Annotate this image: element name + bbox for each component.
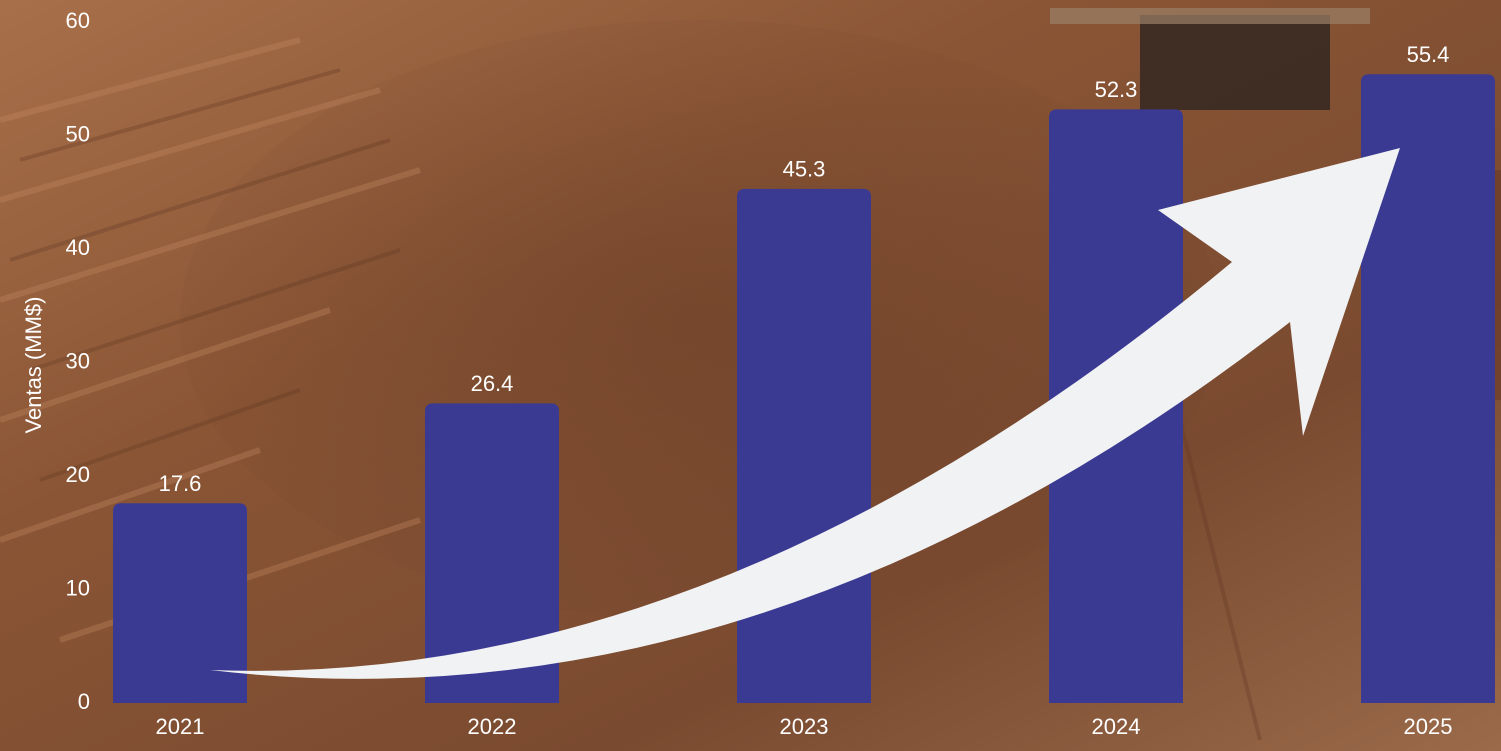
x-tick-label: 2025 <box>1404 714 1453 739</box>
x-tick-label: 2024 <box>1092 714 1141 739</box>
growth-arrow <box>210 148 1400 679</box>
x-tick-label: 2022 <box>468 714 517 739</box>
y-tick-label: 60 <box>66 8 90 33</box>
bar <box>113 503 247 703</box>
value-label: 55.4 <box>1407 42 1450 67</box>
value-label: 45.3 <box>783 157 826 182</box>
y-tick-label: 50 <box>66 121 90 146</box>
value-label: 26.4 <box>471 371 514 396</box>
y-tick-label: 20 <box>66 462 90 487</box>
value-label: 17.6 <box>159 471 202 496</box>
y-tick-label: 0 <box>78 689 90 714</box>
bar <box>425 403 559 703</box>
y-axis-title: Ventas (MM$) <box>21 297 46 434</box>
value-label: 52.3 <box>1095 77 1138 102</box>
x-tick-label: 2023 <box>780 714 829 739</box>
y-tick-label: 30 <box>66 348 90 373</box>
bar <box>737 188 871 704</box>
bar <box>1361 74 1495 703</box>
x-tick-label: 2021 <box>156 714 205 739</box>
y-tick-label: 10 <box>66 575 90 600</box>
y-tick-label: 40 <box>66 235 90 260</box>
